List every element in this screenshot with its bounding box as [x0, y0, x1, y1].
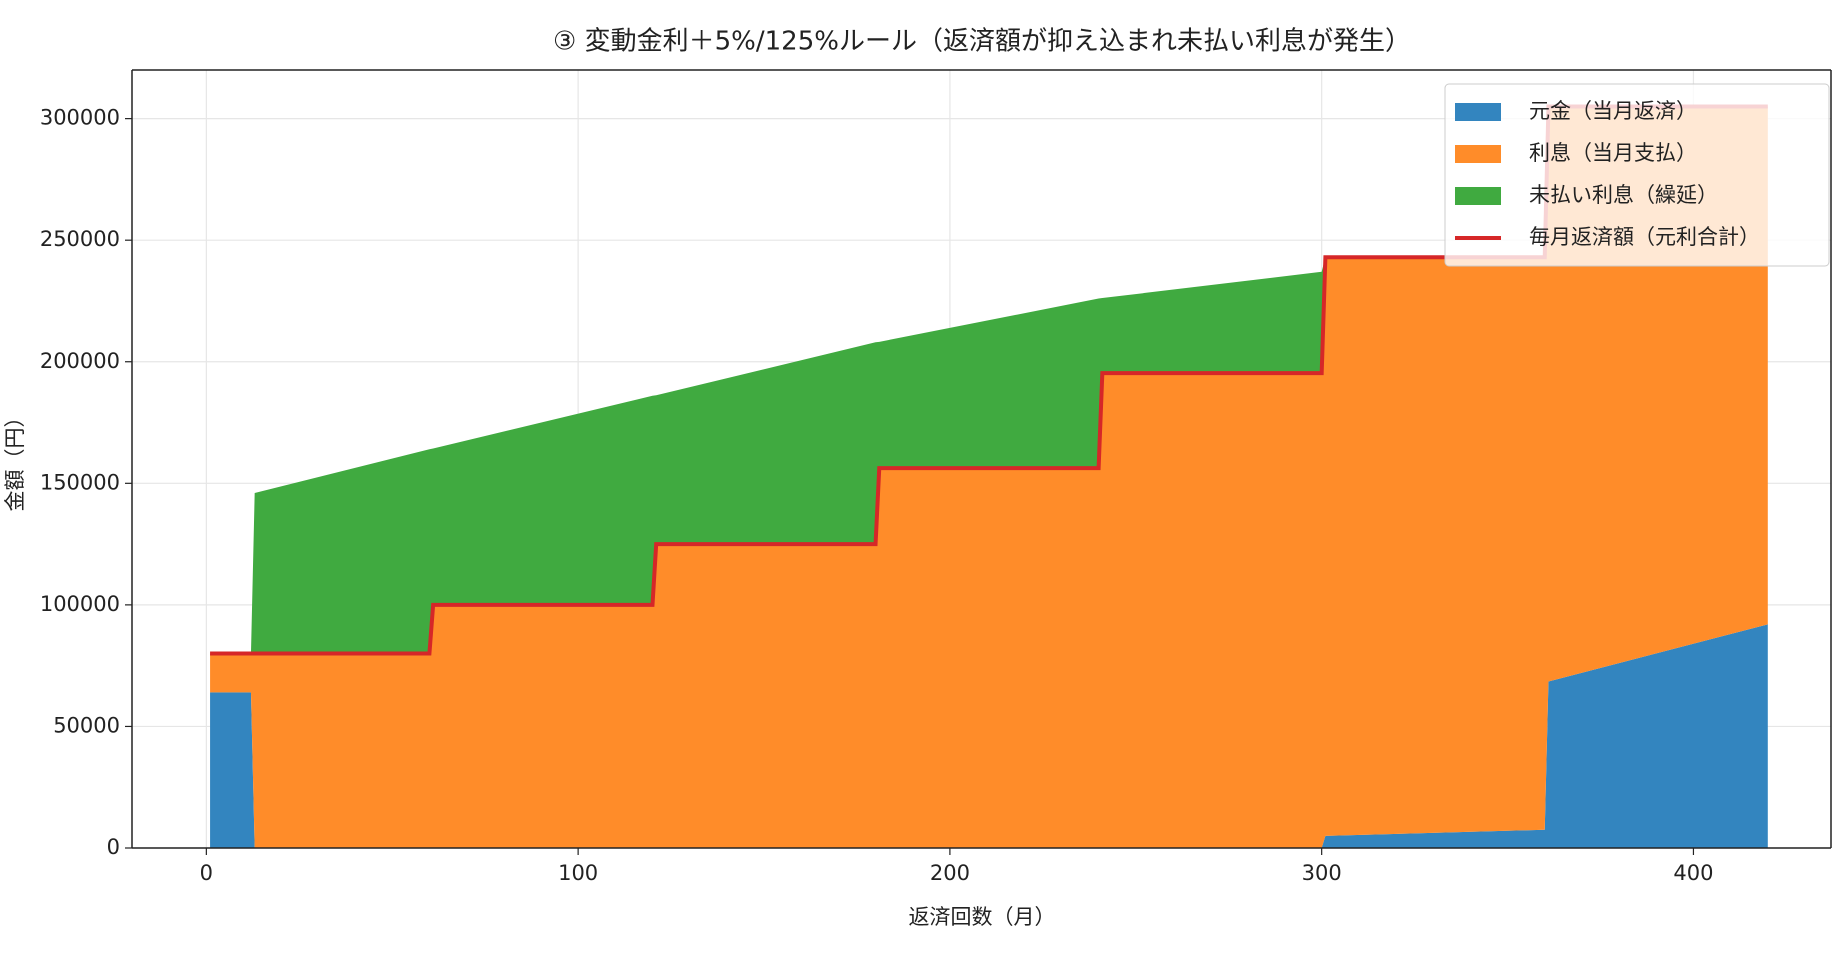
- area: [210, 106, 1768, 654]
- x-axis-label: 返済回数（月）: [909, 905, 1056, 929]
- x-tick-label: 300: [1302, 861, 1342, 885]
- legend-label: 利息（当月支払）: [1529, 141, 1697, 165]
- legend-box: [1444, 83, 1830, 267]
- y-tick-label: 150000: [40, 470, 120, 494]
- legend-swatch: [1455, 103, 1501, 121]
- legend-label: 未払い利息（繰延）: [1529, 183, 1718, 207]
- legend-swatch: [1455, 187, 1501, 205]
- y-tick-label: 300000: [40, 106, 120, 130]
- chart-title: ③ 変動金利＋5%/125%ルール（返済額が抑え込まれ未払い利息が発生）: [553, 27, 1411, 57]
- y-tick-label: 250000: [40, 227, 120, 251]
- x-tick-label: 400: [1673, 861, 1713, 885]
- y-tick-label: 200000: [40, 349, 120, 373]
- line: [210, 104, 1768, 656]
- x-tick-label: 200: [930, 861, 970, 885]
- y-tick-label: 0: [107, 835, 120, 859]
- legend-swatch: [1455, 145, 1501, 163]
- x-tick-label: 0: [200, 861, 213, 885]
- y-tick-label: 50000: [53, 713, 120, 737]
- legend-label: 元金（当月返済）: [1529, 99, 1697, 123]
- y-axis-label: 金額（円）: [3, 407, 27, 512]
- area: [210, 624, 1768, 848]
- area: [210, 106, 1768, 848]
- x-tick-label: 100: [558, 861, 598, 885]
- legend-label: 毎月返済額（元利合計）: [1529, 225, 1760, 249]
- y-tick-label: 100000: [40, 592, 120, 616]
